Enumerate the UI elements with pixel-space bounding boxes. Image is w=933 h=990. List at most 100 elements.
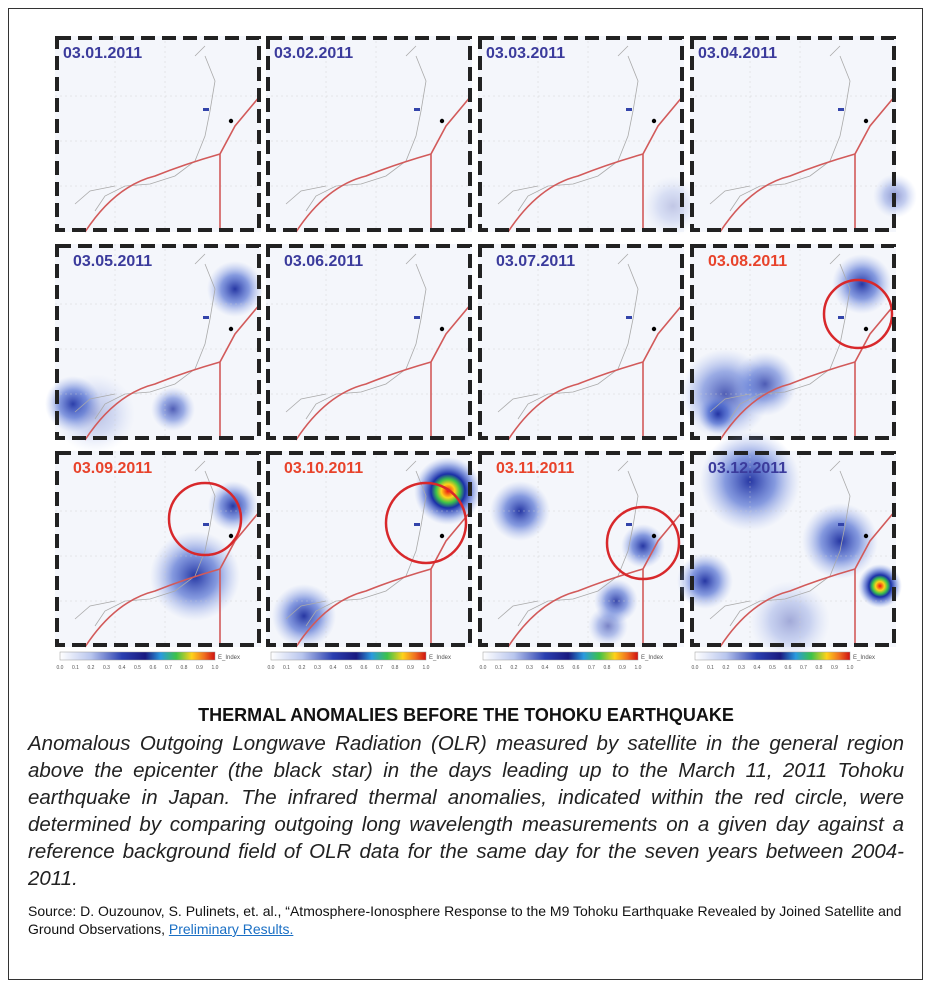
station-marker	[203, 108, 209, 111]
colorbar-tick: 0.2	[723, 665, 730, 671]
map-panel: 03.09.2011	[55, 451, 261, 647]
epicenter	[652, 119, 656, 123]
colorbar-tick: 0.7	[376, 665, 383, 671]
colorbar-tick: 0.4	[542, 665, 549, 671]
epicenter	[229, 534, 233, 538]
epicenter	[864, 327, 868, 331]
colorbar-tick: 0.8	[392, 665, 399, 671]
colorbar-tick: 0.0	[268, 665, 275, 671]
panel-date: 03.10.2011	[284, 460, 363, 477]
caption-title: THERMAL ANOMALIES BEFORE THE TOHOKU EART…	[28, 705, 904, 726]
epicenter	[652, 534, 656, 538]
map-panel: 03.07.2011	[478, 244, 684, 440]
panel-date: 03.02.2011	[274, 45, 353, 62]
epicenter	[440, 534, 444, 538]
colorbar-tick: 1.0	[423, 665, 430, 671]
colorbar-tick: 0.0	[57, 665, 64, 671]
colorbar-scale	[271, 652, 426, 660]
caption: THERMAL ANOMALIES BEFORE THE TOHOKU EART…	[28, 705, 904, 938]
colorbar: E_Index0.00.10.20.30.40.50.60.70.80.91.0	[692, 652, 876, 671]
colorbar-tick: 0.6	[150, 665, 157, 671]
colorbar-tick: 1.0	[212, 665, 219, 671]
station-marker	[838, 108, 844, 111]
panel-date: 03.05.2011	[73, 253, 152, 270]
colorbar-label: E_Index	[853, 655, 875, 661]
colorbar-tick: 0.9	[407, 665, 414, 671]
colorbar-tick: 0.6	[361, 665, 368, 671]
colorbar-scale	[483, 652, 638, 660]
colorbar-tick: 1.0	[635, 665, 642, 671]
caption-text: Anomalous Outgoing Longwave Radiation (O…	[28, 730, 904, 892]
panel-date: 03.09.2011	[73, 460, 152, 477]
source-text: Source: D. Ouzounov, S. Pulinets, et. al…	[28, 903, 901, 937]
panel-date: 03.04.2011	[698, 45, 777, 62]
page: 03.01.2011 03.02.2011 03.03.2011 03.04.2011…	[0, 0, 933, 990]
colorbar-tick: 0.3	[526, 665, 533, 671]
colorbar-tick: 0.8	[604, 665, 611, 671]
colorbar-tick: 0.9	[831, 665, 838, 671]
colorbar-tick: 0.1	[495, 665, 502, 671]
colorbar-tick: 0.6	[785, 665, 792, 671]
anomaly-blob	[588, 606, 628, 646]
epicenter	[440, 119, 444, 123]
anomaly-blob	[802, 503, 878, 579]
colorbar: E_Index0.00.10.20.30.40.50.60.70.80.91.0	[268, 652, 452, 671]
panel-date: 03.11.2011	[496, 460, 574, 477]
colorbar-tick: 0.3	[738, 665, 745, 671]
colorbar-tick: 0.2	[511, 665, 518, 671]
colorbar-tick: 0.9	[619, 665, 626, 671]
epicenter	[440, 327, 444, 331]
colorbar-tick: 0.3	[314, 665, 321, 671]
panel-date: 03.07.2011	[496, 253, 575, 270]
station-marker	[203, 523, 209, 526]
colorbar-tick: 0.6	[573, 665, 580, 671]
panel-date: 03.12.2011	[708, 460, 787, 477]
epicenter	[652, 327, 656, 331]
station-marker	[414, 523, 420, 526]
map-panel: 03.01.2011	[55, 36, 261, 232]
panel-date: 03.08.2011	[708, 253, 787, 270]
panel-date: 03.03.2011	[486, 45, 565, 62]
colorbar-tick: 0.7	[800, 665, 807, 671]
source-link[interactable]: Preliminary Results.	[169, 921, 293, 937]
epicenter	[864, 119, 868, 123]
colorbar-label: E_Index	[429, 655, 451, 661]
station-marker	[838, 523, 844, 526]
map-panel: 03.02.2011	[266, 36, 472, 232]
station-marker	[414, 316, 420, 319]
colorbar-tick: 0.5	[557, 665, 564, 671]
anomaly-blob	[677, 553, 733, 609]
colorbar-tick: 0.5	[134, 665, 141, 671]
colorbar-label: E_Index	[218, 655, 240, 661]
station-marker	[838, 316, 844, 319]
station-marker	[626, 108, 632, 111]
colorbar-tick: 0.0	[480, 665, 487, 671]
station-marker	[414, 108, 420, 111]
colorbar-tick: 0.8	[816, 665, 823, 671]
map-panel: 03.10.2011	[266, 451, 482, 648]
anomaly-blob	[698, 394, 738, 434]
colorbar-tick: 0.7	[165, 665, 172, 671]
colorbar-tick: 0.5	[769, 665, 776, 671]
map-panel: 03.03.2011	[478, 36, 703, 236]
panel-date: 03.06.2011	[284, 253, 363, 270]
station-marker	[626, 523, 632, 526]
colorbar-tick: 0.4	[119, 665, 126, 671]
panel-date: 03.01.2011	[63, 45, 142, 62]
colorbar-tick: 0.1	[72, 665, 79, 671]
anomaly-blob	[750, 581, 830, 661]
epicenter	[229, 327, 233, 331]
colorbar-scale	[695, 652, 850, 660]
map-panel: 03.12.2011	[677, 431, 902, 661]
anomaly-blob	[55, 374, 135, 454]
source: Source: D. Ouzounov, S. Pulinets, et. al…	[28, 902, 904, 938]
colorbar-tick: 0.9	[196, 665, 203, 671]
station-marker	[203, 316, 209, 319]
map-panel: 03.04.2011	[690, 36, 917, 232]
epicenter	[229, 119, 233, 123]
colorbar-tick: 0.5	[345, 665, 352, 671]
colorbar-tick: 0.4	[330, 665, 337, 671]
map-panel: 03.06.2011	[266, 244, 472, 440]
